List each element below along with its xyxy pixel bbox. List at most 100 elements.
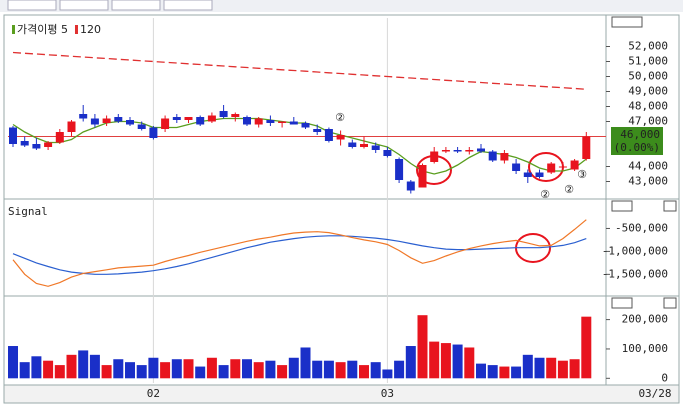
volume-bar	[253, 362, 264, 379]
candle-body	[55, 132, 64, 143]
candle-body	[441, 150, 450, 152]
y-tick-label: 51,000	[628, 55, 668, 68]
volume-bar	[347, 360, 358, 379]
y-tick-label: 43,000	[628, 175, 668, 188]
y-tick-label: -1,000,000	[602, 244, 668, 257]
volume-bar	[394, 360, 405, 379]
candle-body	[184, 117, 193, 120]
volume-bar	[171, 359, 182, 379]
volume-bar	[54, 365, 65, 379]
volume-bar	[148, 357, 159, 379]
volume-bar	[183, 359, 194, 379]
volume-bar	[405, 346, 416, 379]
volume-bar	[522, 354, 533, 379]
volume-bar	[323, 360, 334, 379]
y-tick-label: 100,000	[622, 342, 668, 355]
volume-bar	[499, 366, 510, 379]
volume-bar	[476, 363, 486, 379]
candle-body	[301, 123, 310, 128]
y-tick-label: 49,000	[628, 85, 668, 98]
candle-body	[453, 150, 462, 152]
candle-body	[430, 151, 439, 162]
current-price-label: 46,000	[620, 128, 660, 141]
candle-body	[570, 160, 579, 170]
volume-bar	[511, 366, 522, 379]
x-end-label: 03/28	[638, 387, 671, 400]
candle-body	[324, 129, 333, 141]
annotation: ②	[540, 188, 550, 201]
toolbar-tab[interactable]	[163, 0, 213, 11]
volume-bar	[43, 360, 54, 379]
x-tick-label: 03	[381, 387, 394, 400]
indicator-line	[12, 235, 587, 275]
volume-bar	[440, 343, 451, 379]
panel-button[interactable]	[611, 200, 633, 212]
x-axis-band	[3, 384, 680, 404]
y-tick-label: -1,500,000	[602, 267, 668, 280]
candle-body	[582, 136, 591, 159]
panel-button[interactable]	[663, 297, 677, 309]
candle-body	[313, 129, 322, 132]
toolbar-tab[interactable]	[59, 0, 109, 11]
volume-bar	[8, 346, 18, 379]
volume-bar	[487, 365, 498, 379]
y-tick-label: -500,000	[615, 221, 668, 234]
candle-body	[278, 121, 287, 123]
candle-body	[336, 135, 345, 140]
volume-bar	[230, 359, 241, 379]
candle-body	[289, 121, 298, 125]
volume-bar	[569, 359, 580, 379]
toolbar-tab[interactable]	[7, 0, 57, 11]
legend-swatch	[74, 25, 78, 34]
candle-body	[488, 151, 497, 161]
volume-bar	[382, 369, 393, 379]
volume-bar	[31, 356, 42, 379]
toolbar-tab[interactable]	[111, 0, 161, 11]
candle-body	[266, 120, 275, 123]
candle-body	[243, 117, 251, 125]
volume-bar	[66, 354, 77, 379]
candle-body	[126, 120, 134, 125]
candle-body	[161, 118, 170, 129]
candle-body	[172, 117, 181, 120]
candle-body	[114, 117, 123, 122]
volume-bar	[125, 362, 135, 379]
panel-button[interactable]	[663, 200, 677, 212]
volume-bar	[312, 360, 323, 379]
volume-bar	[581, 316, 592, 379]
candle-body	[149, 127, 158, 138]
volume-bar	[288, 357, 299, 379]
annotation: ②	[564, 183, 574, 196]
panel-button[interactable]	[611, 16, 643, 28]
candle-body	[500, 153, 509, 161]
volume-bar	[136, 365, 147, 379]
candle-body	[79, 114, 88, 119]
volume-bar	[534, 357, 545, 379]
volume-bar	[242, 359, 252, 379]
volume-bar	[452, 344, 463, 379]
volume-bar	[19, 362, 30, 379]
panel-button[interactable]	[611, 297, 633, 309]
candle-body	[90, 118, 99, 125]
candle-body	[535, 172, 544, 177]
y-tick-label: 47,000	[628, 115, 668, 128]
x-tick-label: 02	[147, 387, 160, 400]
volume-bar	[89, 354, 100, 379]
candle-body	[67, 121, 76, 132]
volume-bar	[300, 347, 311, 379]
volume-bar	[429, 341, 440, 379]
candle-body	[383, 150, 392, 156]
indicator-line	[12, 219, 587, 287]
candle-body	[558, 166, 567, 168]
current-price-box	[611, 127, 663, 155]
candle-body	[547, 163, 556, 173]
volume-bar	[359, 365, 369, 379]
candle-body	[32, 144, 41, 149]
volume-bar	[113, 359, 124, 379]
y-tick-label: 44,000	[628, 160, 668, 173]
volume-bar	[101, 365, 112, 379]
legend-label: 120	[80, 23, 101, 36]
candle-body	[371, 145, 380, 150]
